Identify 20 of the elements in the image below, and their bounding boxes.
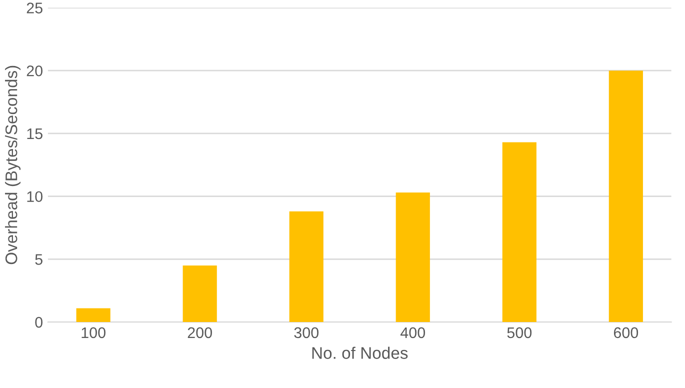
x-tick-label: 400 bbox=[400, 327, 426, 338]
y-axis-title: Overhead (Bytes/Seconds) bbox=[5, 66, 21, 264]
y-tick-label: 5 bbox=[35, 254, 42, 265]
bar bbox=[289, 211, 324, 322]
x-tick-label: 200 bbox=[188, 327, 212, 338]
y-tick-label: 10 bbox=[27, 191, 42, 202]
x-tick-label: 300 bbox=[294, 327, 319, 338]
y-tick-label: 0 bbox=[35, 316, 42, 328]
x-axis-title: No. of Nodes bbox=[312, 346, 408, 359]
x-tick-label: 100 bbox=[82, 327, 106, 338]
bar bbox=[76, 308, 110, 322]
bar bbox=[182, 265, 217, 322]
bar bbox=[608, 70, 643, 322]
y-tick-label: 15 bbox=[27, 128, 42, 140]
y-tick-label: 20 bbox=[26, 65, 42, 76]
y-tick-label: 25 bbox=[26, 2, 42, 14]
bar bbox=[502, 142, 536, 322]
bar bbox=[396, 192, 430, 322]
x-tick-label: 500 bbox=[507, 327, 532, 338]
x-tick-label: 600 bbox=[614, 327, 638, 338]
